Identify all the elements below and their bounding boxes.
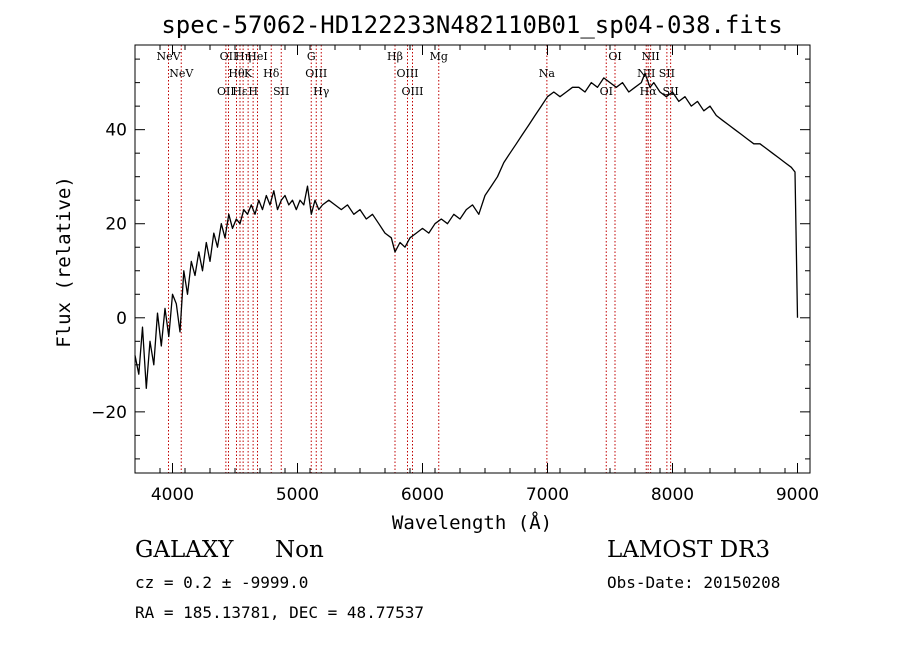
- x-tick-label: 8000: [651, 485, 694, 505]
- y-axis-label: Flux (relative): [53, 176, 75, 348]
- emission-line-label: K: [244, 67, 253, 80]
- emission-line-label: Hδ: [263, 67, 280, 80]
- emission-line-label: NeV: [169, 67, 194, 80]
- axes: 4000 5000 6000 7000 8000 9000 −20 0 20 40: [91, 44, 819, 505]
- object-class: GALAXY: [135, 537, 234, 563]
- emission-line-label: OIII: [396, 67, 418, 80]
- emission-line-label: OII: [217, 85, 235, 98]
- emission-line-label: H: [248, 85, 258, 98]
- emission-line-label: Hβ: [387, 50, 403, 63]
- plot-frame: [134, 44, 811, 474]
- x-tick-label: 7000: [526, 485, 569, 505]
- x-tick-label: 6000: [401, 485, 444, 505]
- emission-line-label: OII: [220, 50, 238, 63]
- y-tick-label: 20: [105, 215, 127, 235]
- emission-line-label: Na: [539, 67, 556, 80]
- emission-line-label: OI: [600, 85, 613, 98]
- emission-line-label: OIII: [401, 85, 423, 98]
- plot-area: [134, 72, 799, 389]
- y-tick-label: 40: [105, 121, 127, 141]
- emission-line-label: Hα: [640, 85, 658, 98]
- x-axis-label: Wavelength (Å): [392, 511, 552, 534]
- ra-dec: RA = 185.13781, DEC = 48.77537: [135, 603, 424, 622]
- emission-line-label: SII: [273, 85, 289, 98]
- x-tick-label: 4000: [151, 485, 194, 505]
- emission-line-label: G: [307, 50, 316, 63]
- emission-line-label: NeV: [156, 50, 181, 63]
- emission-line-label: Hη: [235, 50, 251, 63]
- emission-line-label: OIII: [305, 67, 327, 80]
- emission-line-label: Hθ: [228, 67, 245, 80]
- emission-line-label: OI: [608, 50, 621, 63]
- emission-line-label: NII: [637, 67, 655, 80]
- emission-line-labels: NeV NeV OII OII Hθ Hε Hη KH HeI Hδ SII G OIII Hγ Hβ OII…: [156, 50, 678, 98]
- observation-date: Obs-Date: 20150208: [607, 573, 781, 592]
- redshift-cz: cz = 0.2 ± -9999.0: [135, 573, 309, 592]
- emission-line-label: NII: [641, 50, 659, 63]
- emission-line-label: Hγ: [313, 85, 330, 98]
- x-tick-label: 5000: [276, 485, 319, 505]
- object-subclass: Non: [275, 537, 324, 563]
- survey-name: LAMOST DR3: [607, 537, 771, 563]
- emission-line-label: HeI: [247, 50, 267, 63]
- emission-line-markers: [168, 45, 672, 473]
- x-tick-label: 9000: [776, 485, 819, 505]
- y-tick-label: −20: [91, 403, 127, 423]
- emission-line-label: Mg: [430, 50, 448, 63]
- chart-title: spec-57062-HD122233N482110B01_sp04-038.f…: [161, 11, 782, 39]
- y-tick-label: 0: [116, 309, 127, 329]
- emission-line-label: SII: [659, 67, 675, 80]
- emission-line-label: Hε: [232, 85, 248, 98]
- spectrum-line-flux: [134, 72, 799, 389]
